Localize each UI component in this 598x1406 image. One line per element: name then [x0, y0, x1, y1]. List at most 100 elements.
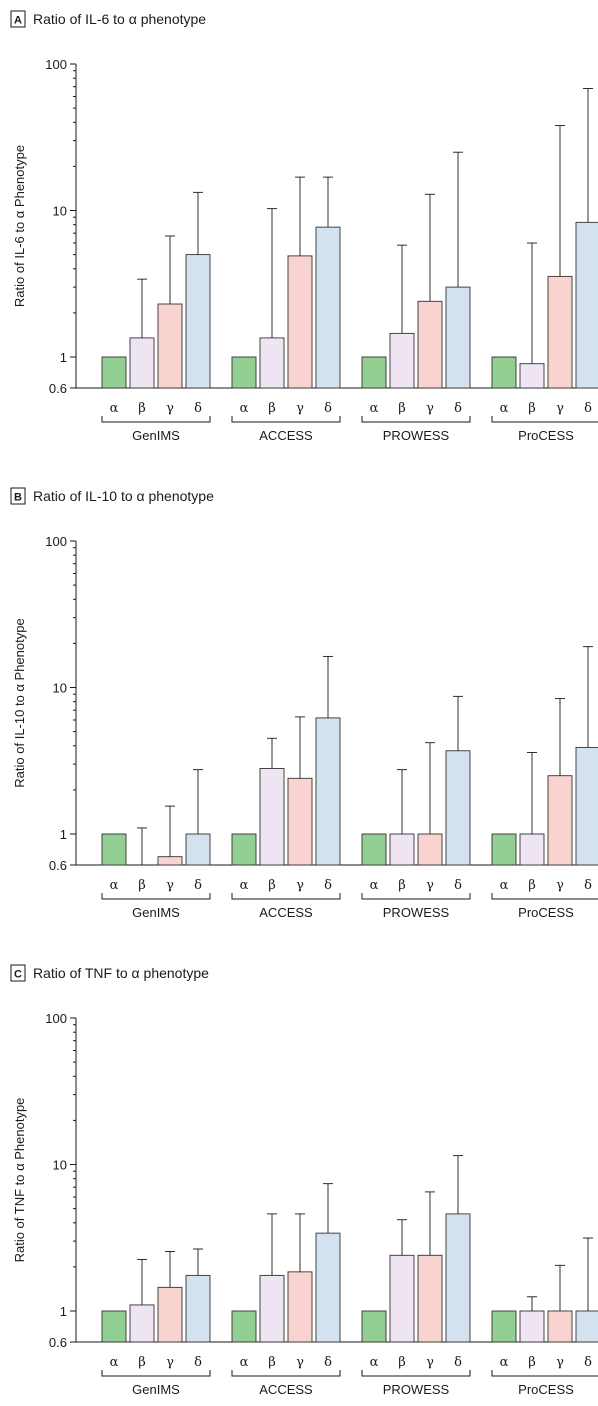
- category-label: γ: [296, 878, 304, 893]
- category-label: γ: [426, 878, 434, 893]
- category-label: γ: [556, 1355, 564, 1370]
- bar-process-3: [575, 1310, 598, 1343]
- bar-process-1: [519, 1310, 545, 1343]
- group-label: PROWESS: [383, 905, 450, 920]
- y-tick-label: 100: [45, 57, 67, 72]
- bar-prowess-1: [389, 332, 415, 389]
- category-label: β: [268, 878, 276, 893]
- group-label: PROWESS: [383, 428, 450, 443]
- category-label: β: [528, 401, 536, 416]
- bar-access-0: [231, 833, 257, 866]
- panel-letter: C: [14, 969, 22, 981]
- y-tick-label: 10: [53, 204, 67, 219]
- y-axis-title: Ratio of IL-6 to α Phenotype: [12, 145, 27, 307]
- bar-process-3: [575, 221, 598, 389]
- bar-process-2: [547, 1310, 573, 1343]
- bar-access-2: [287, 1271, 313, 1343]
- bar-genims-3: [185, 833, 211, 866]
- bar-process-0: [491, 833, 517, 866]
- group-label: GenIMS: [132, 1382, 180, 1397]
- bar-prowess-1: [389, 1254, 415, 1343]
- group-label: PROWESS: [383, 1382, 450, 1397]
- bar-genims-2: [157, 303, 183, 389]
- panel-letter: A: [14, 15, 22, 27]
- y-tick-label: 1: [60, 350, 67, 365]
- bar-process-1: [519, 833, 545, 866]
- bar-access-3: [315, 226, 341, 389]
- bar-prowess-0: [361, 833, 387, 866]
- bar-genims-0: [101, 833, 127, 866]
- category-label: δ: [194, 401, 202, 416]
- category-label: γ: [426, 401, 434, 416]
- group-bracket: [231, 893, 341, 900]
- category-label: α: [500, 1355, 509, 1370]
- category-label: β: [398, 401, 406, 416]
- bar-access-3: [315, 717, 341, 866]
- category-label: δ: [454, 1355, 462, 1370]
- category-label: γ: [166, 401, 174, 416]
- bar-access-1: [259, 1274, 285, 1343]
- category-label: β: [528, 1355, 536, 1370]
- category-label: δ: [454, 878, 462, 893]
- category-label: α: [240, 401, 249, 416]
- category-label: α: [370, 878, 379, 893]
- category-label: β: [138, 401, 146, 416]
- bar-genims-3: [185, 254, 211, 389]
- bar-prowess-0: [361, 1310, 387, 1343]
- category-label: γ: [556, 401, 564, 416]
- category-label: γ: [426, 1355, 434, 1370]
- category-label: γ: [296, 1355, 304, 1370]
- y-axis-title: Ratio of TNF to α Phenotype: [12, 1098, 27, 1263]
- bar-genims-1: [129, 1304, 155, 1343]
- bar-access-0: [231, 356, 257, 389]
- category-label: α: [500, 878, 509, 893]
- bar-prowess-0: [361, 356, 387, 389]
- y-axis-title: Ratio of IL-10 to α Phenotype: [12, 618, 27, 787]
- group-bracket: [491, 1370, 598, 1377]
- bar-process-2: [547, 775, 573, 866]
- panel-title: Ratio of IL-10 to α phenotype: [33, 488, 214, 504]
- group-bracket: [231, 1370, 341, 1377]
- bar-genims-3: [185, 1274, 211, 1343]
- y-tick-label: 100: [45, 1011, 67, 1026]
- panel-letter: B: [14, 492, 22, 504]
- y-tick-label: 0.6: [49, 381, 67, 396]
- group-label: ProCESS: [518, 1382, 574, 1397]
- panel-letter-box: [10, 964, 26, 982]
- y-tick-label: 0.6: [49, 1335, 67, 1350]
- category-label: γ: [166, 1355, 174, 1370]
- panel-title: Ratio of TNF to α phenotype: [33, 965, 209, 981]
- group-label: GenIMS: [132, 428, 180, 443]
- category-label: δ: [194, 878, 202, 893]
- group-bracket: [361, 1370, 471, 1377]
- y-tick-label: 1: [60, 1304, 67, 1319]
- category-label: β: [138, 1355, 146, 1370]
- category-label: α: [240, 1355, 249, 1370]
- category-label: δ: [324, 401, 332, 416]
- group-bracket: [101, 1370, 211, 1377]
- y-tick-label: 10: [53, 1158, 67, 1173]
- y-tick-label: 1: [60, 827, 67, 842]
- y-tick-label: 10: [53, 681, 67, 696]
- category-label: α: [240, 878, 249, 893]
- panel-letter-box: [10, 10, 26, 28]
- bar-prowess-1: [389, 833, 415, 866]
- group-label: ACCESS: [259, 1382, 313, 1397]
- bar-genims-2: [157, 1286, 183, 1343]
- group-bracket: [101, 893, 211, 900]
- group-bracket: [491, 416, 598, 423]
- category-label: β: [398, 1355, 406, 1370]
- group-label: ProCESS: [518, 905, 574, 920]
- category-label: δ: [324, 1355, 332, 1370]
- group-bracket: [101, 416, 211, 423]
- y-tick-label: 100: [45, 534, 67, 549]
- category-label: δ: [324, 878, 332, 893]
- category-label: β: [268, 401, 276, 416]
- category-label: β: [138, 878, 146, 893]
- bar-process-3: [575, 746, 598, 866]
- category-label: γ: [556, 878, 564, 893]
- category-label: α: [110, 1355, 119, 1370]
- category-label: α: [110, 878, 119, 893]
- category-label: δ: [584, 878, 592, 893]
- group-label: ProCESS: [518, 428, 574, 443]
